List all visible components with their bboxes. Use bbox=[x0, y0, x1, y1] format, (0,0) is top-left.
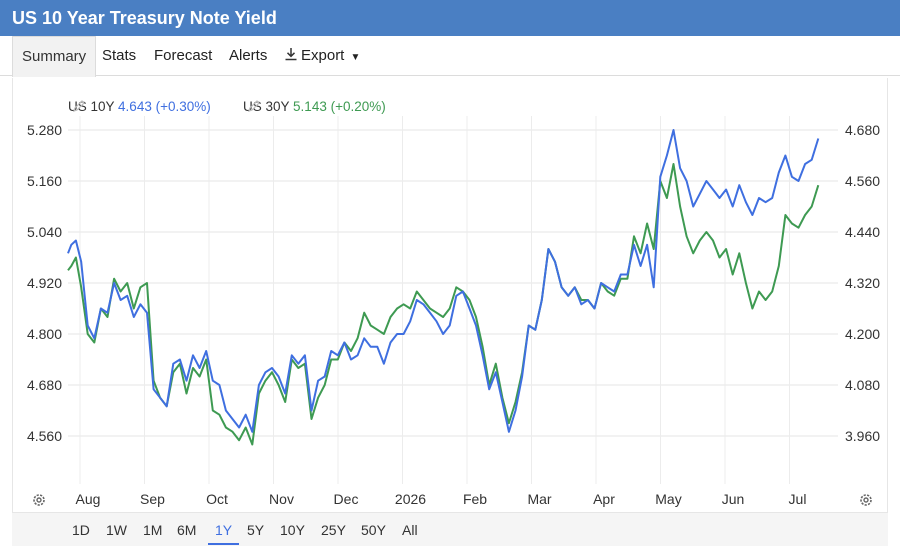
range-5y[interactable]: 5Y bbox=[247, 522, 265, 538]
x-tick-label: Dec bbox=[334, 491, 359, 507]
range-25y[interactable]: 25Y bbox=[321, 522, 346, 538]
right-tick-label: 4.680 bbox=[845, 122, 880, 138]
tab-stats[interactable]: Stats bbox=[102, 47, 137, 64]
legend-us30y-value: 5.143 (+0.20%) bbox=[293, 99, 386, 114]
right-tick-label: 4.560 bbox=[845, 173, 880, 189]
page-title: US 10 Year Treasury Note Yield bbox=[0, 0, 900, 36]
left-tick-label: 4.680 bbox=[27, 377, 62, 393]
export-label: Export bbox=[301, 47, 345, 64]
series-line-us10y bbox=[67, 129, 820, 433]
x-tick-label: Apr bbox=[593, 491, 615, 507]
x-tick-label: Jun bbox=[722, 491, 745, 507]
x-tick-label: Oct bbox=[206, 491, 228, 507]
left-tick-label: 4.560 bbox=[27, 428, 62, 444]
gear-icon[interactable] bbox=[858, 492, 874, 508]
legend-us30y[interactable]: US 30Y 5.143 (+0.20%) bbox=[243, 99, 386, 114]
pencil-icon[interactable] bbox=[247, 99, 261, 113]
x-tick-label: Sep bbox=[140, 491, 165, 507]
tab-bar: Summary Stats Forecast Alerts Export ▼ bbox=[0, 36, 900, 77]
right-tick-label: 4.080 bbox=[845, 377, 880, 393]
x-tick-label: Jul bbox=[789, 491, 807, 507]
right-axis-ticks: 4.680 4.560 4.440 4.320 4.200 4.080 3.960 bbox=[845, 122, 880, 444]
range-1w[interactable]: 1W bbox=[106, 522, 127, 538]
x-tick-label: Nov bbox=[269, 491, 294, 507]
x-axis-ticks: Aug Sep Oct Nov Dec 2026 Feb Mar Apr May Jun Jul bbox=[76, 491, 807, 507]
series-line-us30y bbox=[67, 163, 820, 446]
x-tick-label: 2026 bbox=[395, 491, 426, 507]
pencil-icon[interactable] bbox=[72, 99, 86, 113]
left-tick-label: 4.800 bbox=[27, 326, 62, 342]
left-tick-label: 5.160 bbox=[27, 173, 62, 189]
x-tick-label: May bbox=[655, 491, 681, 507]
range-selector: 1D 1W 1M 6M 1Y 5Y 10Y 25Y 50Y All bbox=[12, 512, 888, 546]
x-tick-label: Aug bbox=[76, 491, 101, 507]
range-1y[interactable]: 1Y bbox=[208, 513, 240, 545]
series-lines bbox=[67, 129, 820, 446]
tab-summary[interactable]: Summary bbox=[12, 36, 97, 77]
right-tick-label: 3.960 bbox=[845, 428, 880, 444]
right-tick-label: 4.200 bbox=[845, 326, 880, 342]
caret-down-icon: ▼ bbox=[350, 52, 361, 63]
tab-alerts[interactable]: Alerts bbox=[229, 47, 268, 64]
left-tick-label: 4.920 bbox=[27, 275, 62, 291]
range-1d[interactable]: 1D bbox=[72, 522, 90, 538]
range-6m[interactable]: 6M bbox=[177, 522, 197, 538]
range-1m[interactable]: 1M bbox=[143, 522, 163, 538]
left-tick-label: 5.280 bbox=[27, 122, 62, 138]
gear-icon[interactable] bbox=[31, 492, 47, 508]
x-tick-label: Feb bbox=[463, 491, 487, 507]
export-menu[interactable]: Export ▼ bbox=[284, 36, 360, 76]
range-50y[interactable]: 50Y bbox=[361, 522, 386, 538]
right-tick-label: 4.320 bbox=[845, 275, 880, 291]
range-10y[interactable]: 10Y bbox=[280, 522, 305, 538]
range-all[interactable]: All bbox=[402, 522, 418, 538]
download-icon bbox=[285, 48, 297, 61]
tab-forecast[interactable]: Forecast bbox=[154, 47, 213, 64]
legend-us10y-value: 4.643 (+0.30%) bbox=[118, 99, 211, 114]
left-axis-ticks: 5.280 5.160 5.040 4.920 4.800 4.680 4.560 bbox=[27, 122, 62, 444]
x-tick-label: Mar bbox=[527, 491, 551, 507]
legend-us10y[interactable]: US 10Y 4.643 (+0.30%) bbox=[68, 99, 211, 114]
left-tick-label: 5.040 bbox=[27, 224, 62, 240]
right-tick-label: 4.440 bbox=[845, 224, 880, 240]
